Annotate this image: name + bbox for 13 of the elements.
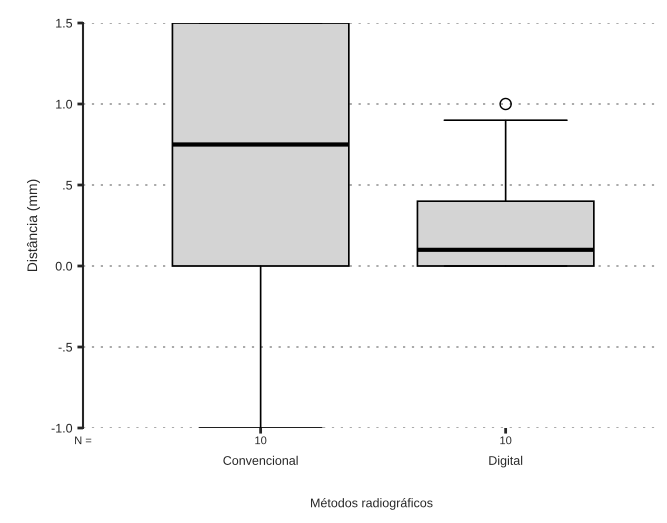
- text: 10: [255, 436, 266, 444]
- x-tick-label: Digital: [489, 456, 522, 468]
- text: N =: [75, 436, 92, 444]
- x-tick-label: Convencional: [223, 456, 298, 465]
- text: 10: [500, 436, 512, 444]
- y-tick-label: 1.0: [56, 100, 72, 109]
- y-tick-label: 1.5: [56, 18, 72, 28]
- y-tick-label: -1.0: [52, 424, 72, 433]
- x-axis-title: Métodos radiográficos: [311, 498, 433, 510]
- y-tick-label: -.5: [58, 342, 72, 352]
- y-tick-label: .5: [63, 180, 72, 190]
- y-axis-title: Distância (mm): [26, 180, 40, 272]
- y-tick-label: 0.0: [56, 262, 72, 271]
